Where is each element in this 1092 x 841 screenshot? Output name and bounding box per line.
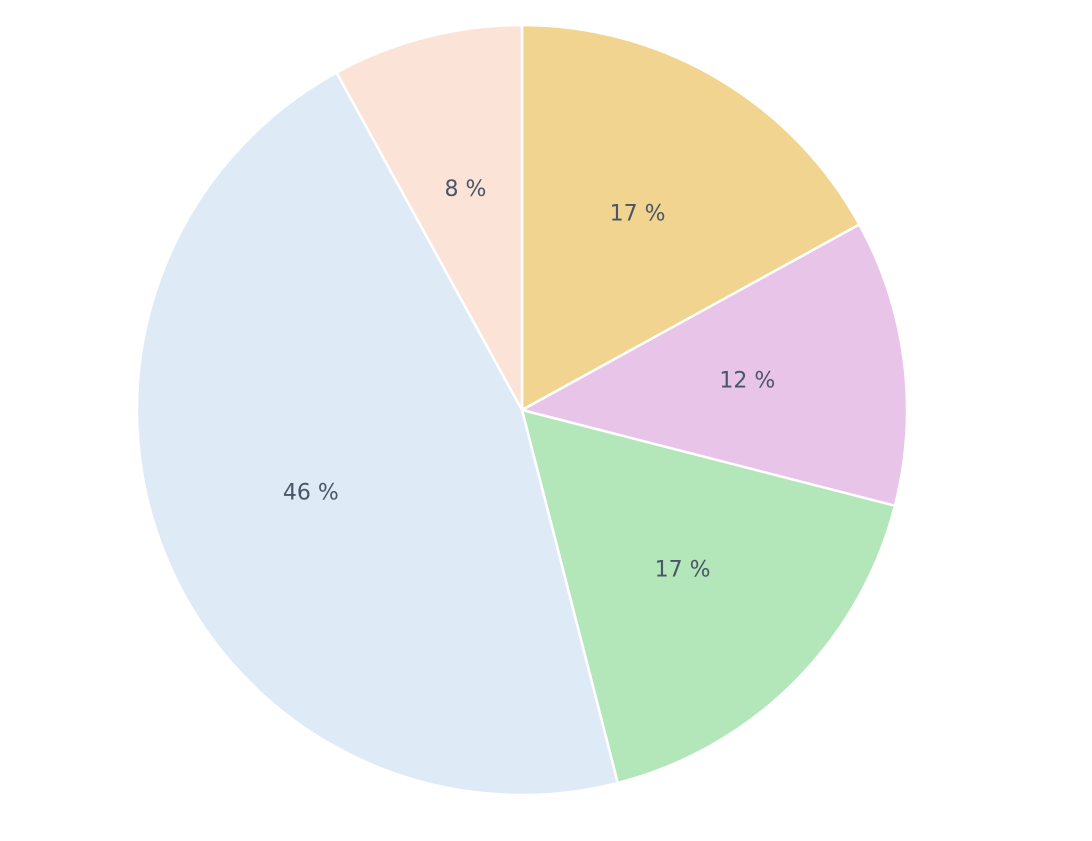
pie-slice [520,408,897,785]
slice-label: 46 % [283,481,339,506]
pie-slice [334,23,524,411]
pie-slice [518,222,909,508]
slice-label: 12 % [719,369,775,394]
pie-slice [135,70,620,797]
slice-label: 17 % [655,558,711,583]
pie-slice [520,23,862,413]
slice-label: 17 % [610,201,666,226]
slice-label: 8 % [445,177,487,202]
